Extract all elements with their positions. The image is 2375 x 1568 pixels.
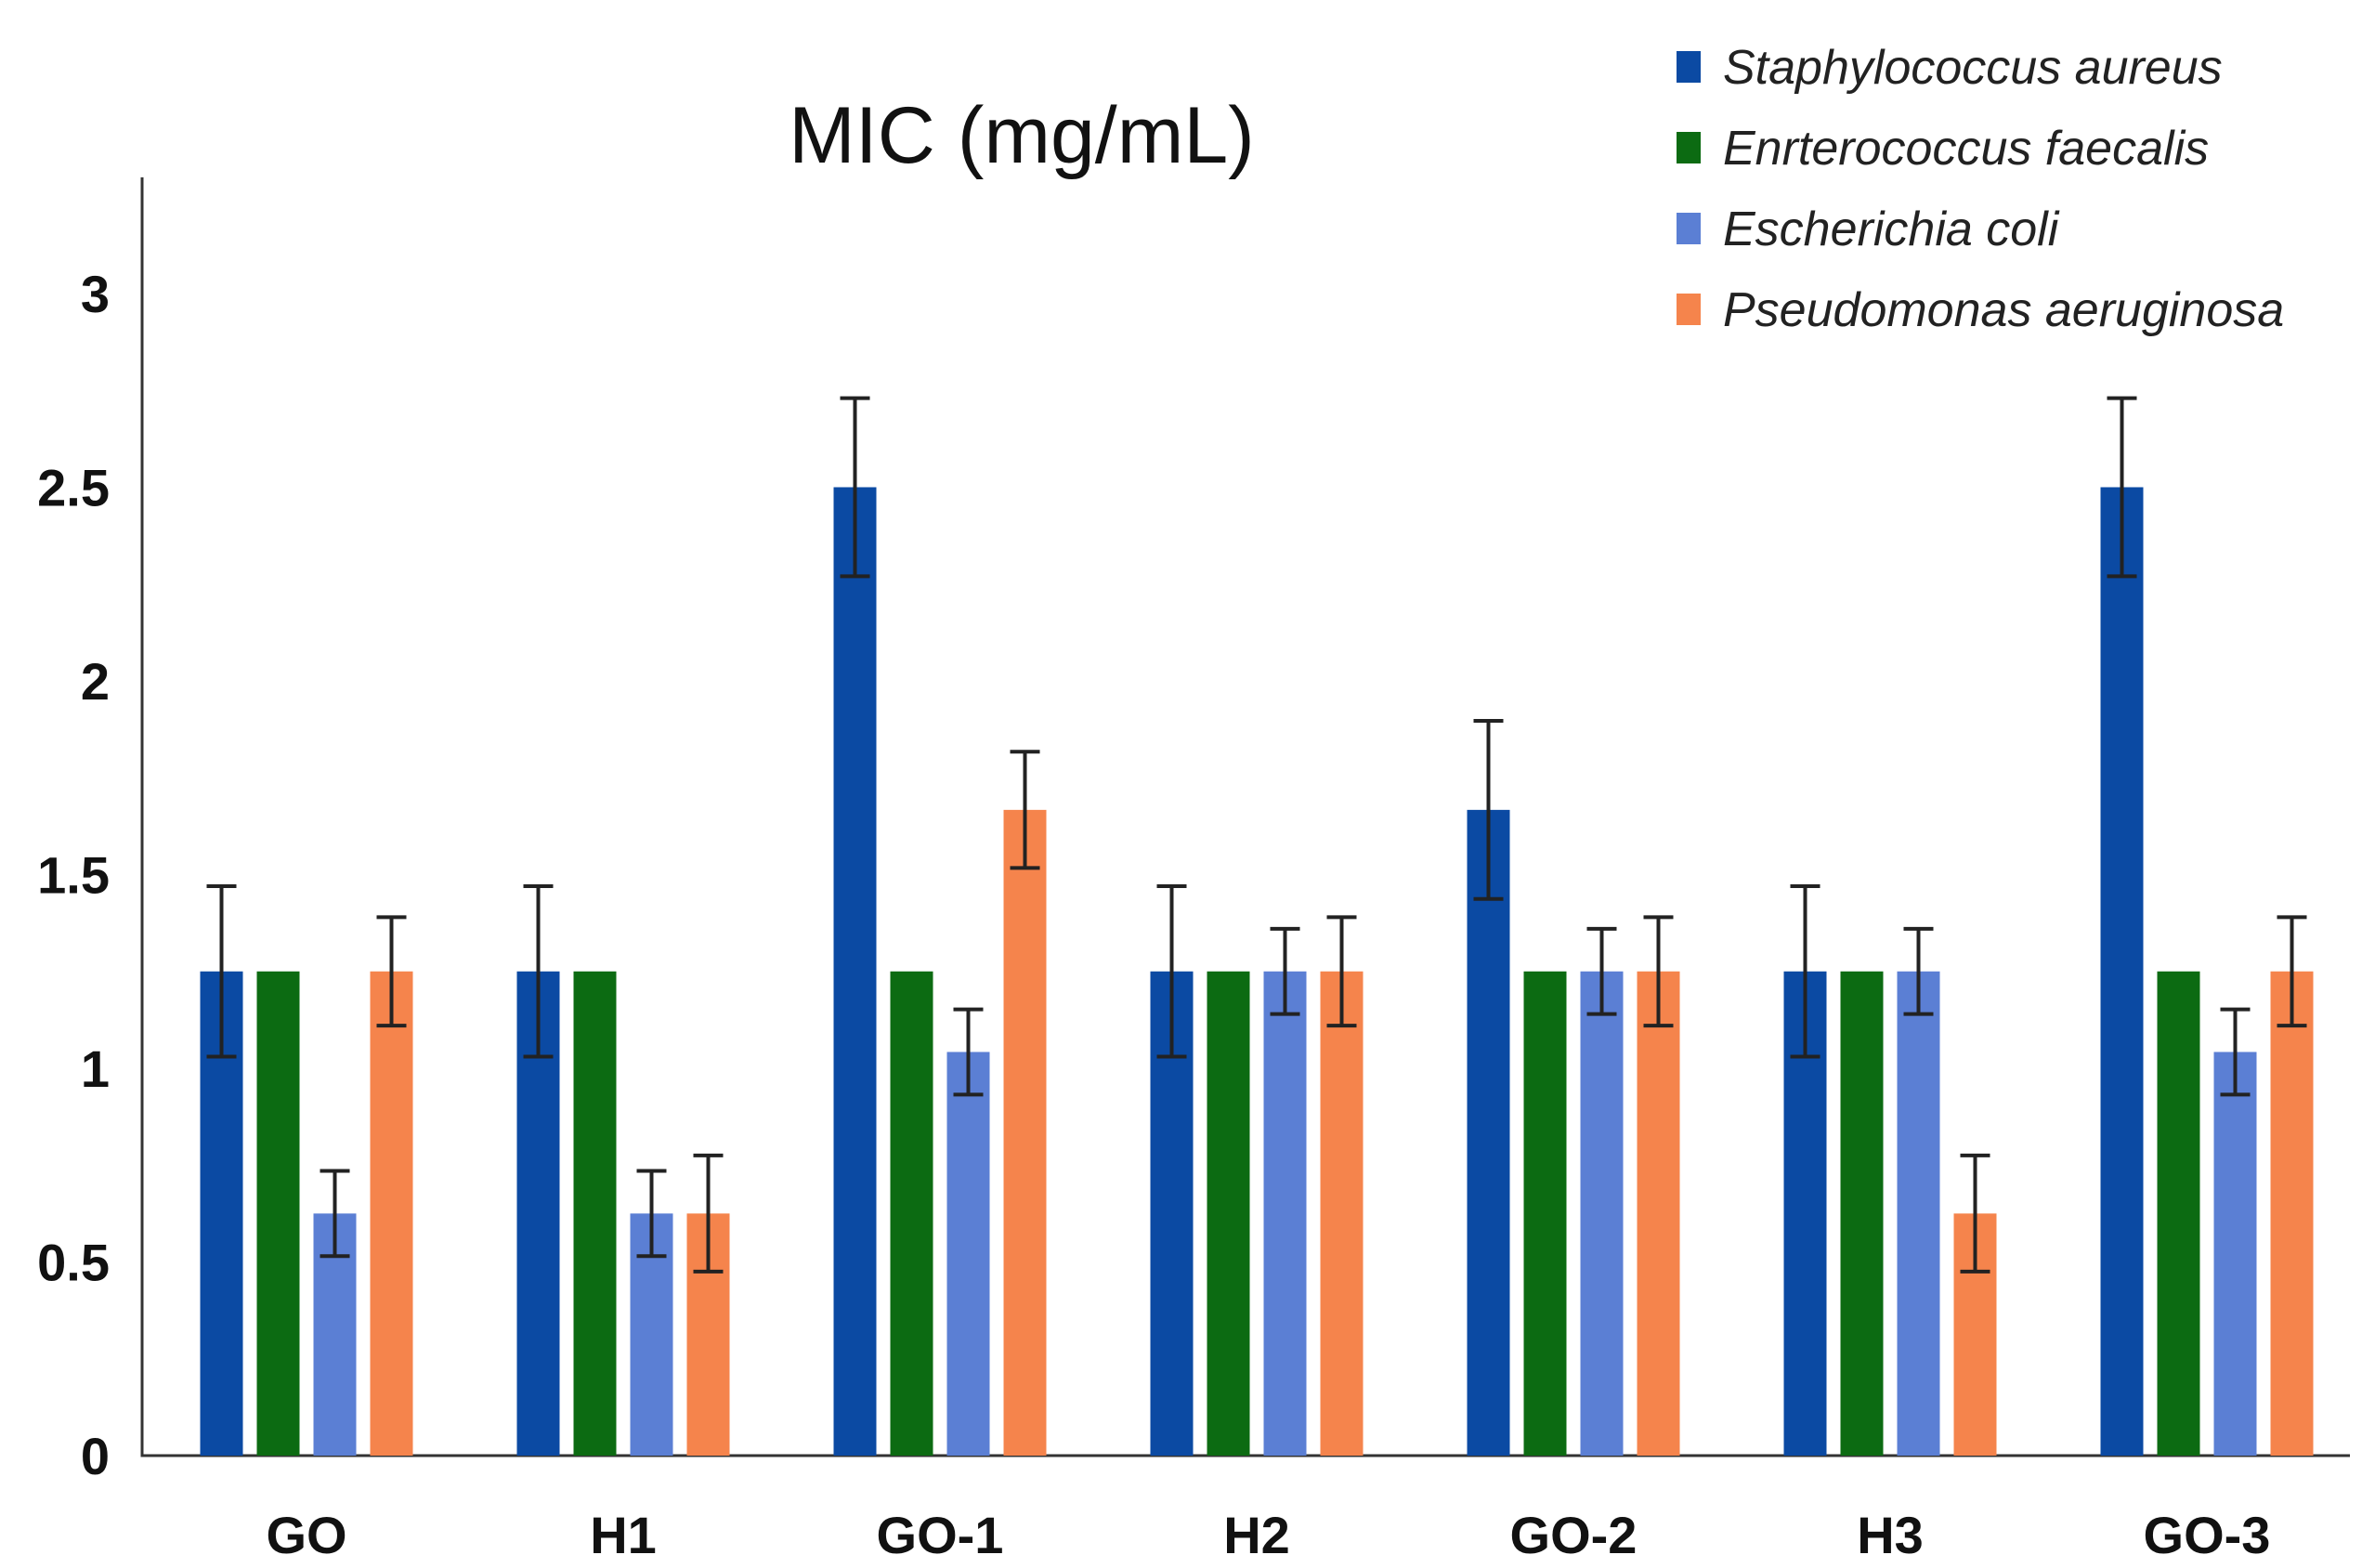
error-bar	[2107, 396, 2137, 579]
error-bar	[523, 884, 554, 1059]
bar	[833, 487, 877, 1456]
error-bar	[206, 884, 237, 1059]
error-bar	[1270, 926, 1300, 1016]
x-tick-label: GO	[266, 1506, 346, 1564]
bar	[946, 1052, 990, 1456]
bar	[2157, 971, 2200, 1456]
legend-swatch	[1677, 213, 1701, 244]
y-tick-label: 2	[81, 652, 110, 711]
bars	[200, 487, 2314, 1456]
y-tick-label: 0.5	[37, 1234, 110, 1292]
legend-swatch	[1677, 51, 1701, 83]
x-tick-label: H3	[1857, 1506, 1924, 1564]
error-bar	[840, 396, 870, 579]
legend-label: Enrterococcus faecalis	[1723, 122, 2209, 176]
legend: Staphylococcus aureus Enrterococcus faeca…	[1677, 41, 2284, 337]
axes: 0 0.5 1 1.5 2 2.5 3 GO H1 GO-1 H2 GO-2 H3 GO-3	[37, 176, 2350, 1564]
error-bar	[320, 1169, 350, 1259]
bar	[1003, 809, 1047, 1456]
y-tick-label: 2.5	[37, 459, 110, 517]
bar	[573, 971, 617, 1456]
error-bar	[1960, 1153, 1990, 1274]
bar	[1897, 971, 1940, 1456]
bar	[1580, 971, 1624, 1456]
x-tick-label: H2	[1223, 1506, 1290, 1564]
legend-swatch	[1677, 132, 1701, 163]
bar	[370, 971, 413, 1456]
bar	[2100, 487, 2144, 1456]
y-tick-label: 0	[81, 1427, 110, 1485]
error-bar	[693, 1153, 724, 1274]
error-bar	[1643, 915, 1674, 1028]
error-bar	[2220, 1007, 2251, 1097]
bar	[2270, 971, 2314, 1456]
bar	[1523, 971, 1567, 1456]
legend-label: Pseudomonas aeruginosa	[1723, 283, 2284, 337]
error-bar	[1010, 750, 1040, 870]
x-tick-label: H1	[590, 1506, 657, 1564]
y-tick-label: 3	[81, 265, 110, 323]
error-bar	[376, 915, 407, 1028]
bar	[1320, 971, 1364, 1456]
x-tick-label: GO-3	[2144, 1506, 2271, 1564]
y-tick-label: 1.5	[37, 846, 110, 905]
bar	[1840, 971, 1884, 1456]
legend-label: Escherichia coli	[1723, 203, 2060, 256]
error-bar	[1326, 915, 1357, 1028]
error-bar	[953, 1007, 984, 1097]
error-bar	[1790, 884, 1820, 1059]
error-bar	[1903, 926, 1934, 1016]
bar	[1263, 971, 1307, 1456]
x-tick-label: GO-2	[1510, 1506, 1638, 1564]
error-bar	[1156, 884, 1187, 1059]
error-bar	[1586, 926, 1617, 1016]
y-tick-label: 1	[81, 1039, 110, 1098]
error-bar	[2277, 915, 2307, 1028]
error-bar	[1473, 718, 1504, 901]
legend-swatch	[1677, 294, 1701, 325]
x-tick-label: GO-1	[877, 1506, 1004, 1564]
bar	[2213, 1052, 2257, 1456]
legend-label: Staphylococcus aureus	[1723, 41, 2223, 95]
error-bars	[206, 396, 2307, 1274]
bar	[890, 971, 933, 1456]
error-bar	[636, 1169, 667, 1259]
chart-title: MIC (mg/mL)	[789, 91, 1255, 180]
bar	[1467, 809, 1510, 1456]
bar	[1207, 971, 1250, 1456]
bar	[1637, 971, 1680, 1456]
bar	[256, 971, 300, 1456]
